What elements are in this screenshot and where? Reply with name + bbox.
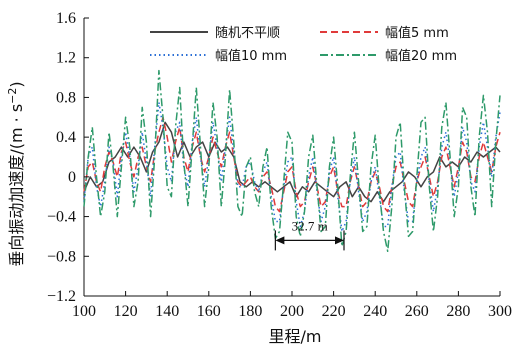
x-tick-label: 240 — [363, 303, 387, 320]
legend-label-2: 幅值5 mm — [385, 25, 449, 41]
x-tick-label: 220 — [322, 303, 346, 320]
x-tick-label: 160 — [197, 303, 221, 320]
span-arrowhead-right — [335, 236, 344, 245]
y-tick-label: −0.4 — [47, 209, 76, 226]
span-annotation-label: 32.7 m — [292, 218, 328, 233]
x-tick-label: 260 — [405, 303, 429, 320]
y-axis-title-close: ) — [7, 81, 26, 87]
series-group — [83, 69, 501, 253]
y-axis-title-main: 垂向振动加速度/(m · s — [7, 104, 26, 267]
y-tick-label: 1.2 — [56, 50, 76, 67]
x-axis-title: 里程/m — [269, 327, 322, 346]
legend-label-4: 幅值20 mm — [385, 48, 457, 64]
x-tick-label: 180 — [238, 303, 262, 320]
legend-label-1: 随机不平顺 — [215, 26, 280, 41]
x-tick-label: 120 — [114, 303, 138, 320]
series-line-3 — [83, 101, 501, 233]
x-tick-label: 140 — [155, 303, 179, 320]
x-tick-label: 100 — [72, 303, 96, 320]
series-line-2 — [83, 116, 501, 213]
y-tick-label: 0 — [68, 169, 76, 186]
series-line-4 — [83, 69, 501, 253]
legend-label-3: 幅值10 mm — [215, 48, 287, 64]
y-tick-label: −0.8 — [47, 248, 76, 265]
legend: 随机不平顺 幅值5 mm 幅值10 mm 幅值20 mm — [150, 25, 457, 64]
y-tick-label: 0.4 — [56, 129, 76, 146]
x-tick-label: 200 — [280, 303, 304, 320]
x-tick-label: 300 — [488, 303, 512, 320]
y-axis-title-exponent: −2 — [6, 88, 19, 104]
y-tick-label: 0.8 — [56, 89, 76, 106]
y-tick-label: −1.2 — [47, 288, 76, 305]
series-line-1 — [83, 121, 501, 203]
y-tick-label: 1.6 — [56, 10, 76, 27]
y-axis-title: 垂向振动加速度/(m · s−2) — [6, 81, 26, 266]
x-tick-label: 280 — [446, 303, 470, 320]
span-arrowhead-left — [275, 236, 285, 245]
span-annotation: 32.7 m — [274, 218, 345, 251]
